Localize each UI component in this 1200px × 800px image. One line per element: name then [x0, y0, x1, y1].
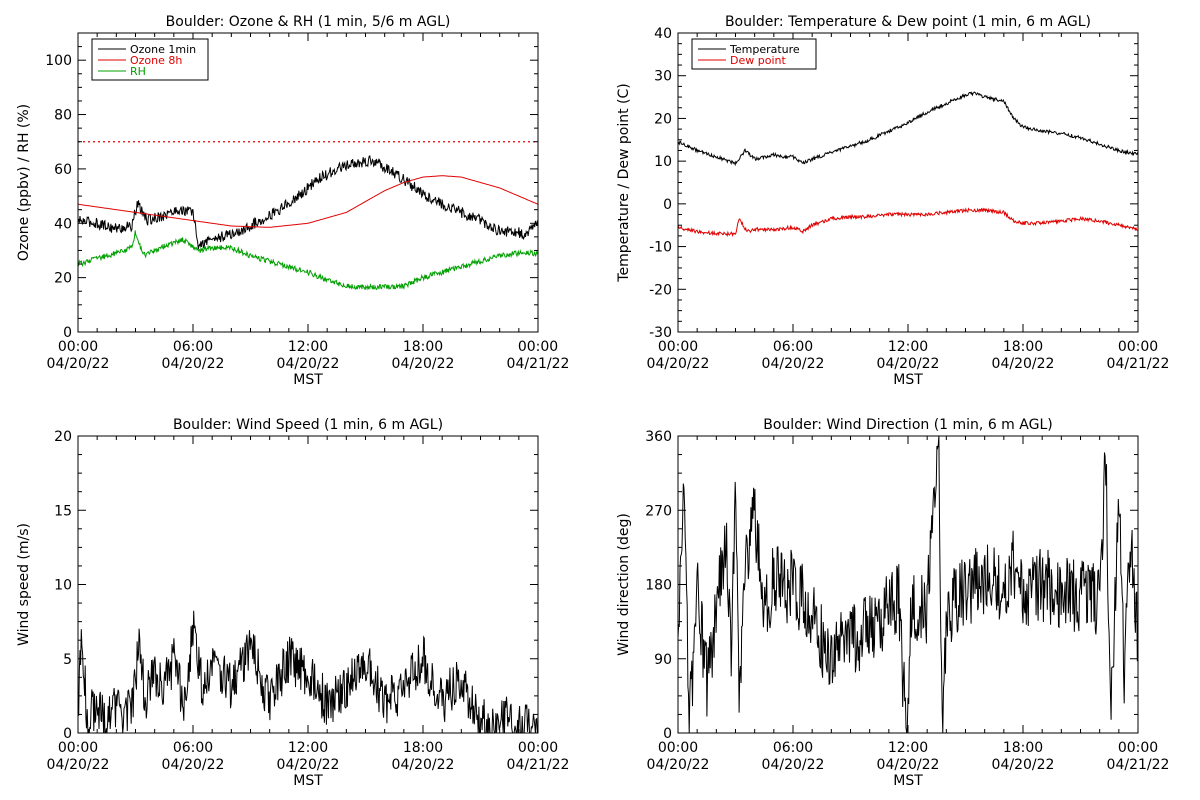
x-tick-label-time: 00:00 [518, 740, 558, 756]
x-tick-label-time: 06:00 [173, 339, 213, 355]
y-tick-label: 20 [654, 111, 672, 127]
y-axis-label: Wind speed (m/s) [16, 523, 32, 646]
chart-title: Boulder: Wind Speed (1 min, 6 m AGL) [173, 417, 443, 433]
legend-box [91, 38, 209, 81]
y-tick-label: 20 [54, 429, 72, 445]
y-tick-label: 0 [63, 726, 72, 742]
y-tick-label: 270 [645, 503, 672, 519]
x-tick-label-time: 18:00 [403, 339, 443, 355]
x-tick-label-date: 04/20/22 [877, 757, 940, 773]
x-tick-label-date: 04/20/22 [392, 356, 455, 372]
series-line-temperature [678, 91, 1138, 167]
x-tick-label-time: 00:00 [1118, 339, 1158, 355]
y-tick-label: 40 [54, 216, 72, 232]
x-tick-label-time: 00:00 [1118, 740, 1158, 756]
x-tick-label-date: 04/20/22 [647, 356, 710, 372]
x-tick-label-time: 00:00 [518, 339, 558, 355]
y-tick-label: -30 [649, 325, 672, 341]
x-tick-label-time: 18:00 [1003, 339, 1043, 355]
x-tick-label-time: 06:00 [173, 740, 213, 756]
y-tick-label: 10 [54, 578, 72, 594]
x-tick-label-time: 00:00 [58, 740, 98, 756]
x-tick-label-date: 04/20/22 [762, 356, 825, 372]
series-line-ozone-1min [78, 155, 538, 250]
y-tick-label: 0 [663, 726, 672, 742]
legend-label: RH [130, 65, 146, 78]
x-tick-label-date: 04/20/22 [992, 757, 1055, 773]
y-tick-label: 15 [54, 503, 72, 519]
x-tick-label-date: 04/20/22 [162, 757, 225, 773]
series-line-rh [78, 230, 538, 291]
x-tick-label-date: 04/21/22 [1107, 356, 1170, 372]
chart-title: Boulder: Wind Direction (1 min, 6 m AGL) [763, 417, 1052, 433]
x-tick-label-time: 18:00 [1003, 740, 1043, 756]
legend-label: Dew point [730, 54, 786, 67]
x-tick-label-time: 12:00 [288, 339, 328, 355]
legend-label: Temperature [729, 43, 800, 56]
y-tick-label: 180 [645, 578, 672, 594]
x-tick-label-time: 00:00 [658, 740, 698, 756]
x-axis-label: MST [893, 372, 923, 388]
x-tick-label-date: 04/20/22 [47, 356, 110, 372]
y-axis-label: Temperature / Dew point (C) [616, 83, 632, 282]
temperature-dewpoint-panel: Boulder: Temperature & Dew point (1 min,… [616, 14, 1169, 388]
x-tick-label-date: 04/20/22 [762, 757, 825, 773]
x-tick-label-date: 04/20/22 [392, 757, 455, 773]
chart-title: Boulder: Temperature & Dew point (1 min,… [725, 14, 1091, 30]
y-tick-label: 360 [645, 429, 672, 445]
y-tick-label: 0 [63, 325, 72, 341]
y-tick-label: 0 [663, 197, 672, 213]
y-tick-label: -20 [649, 282, 672, 298]
x-tick-label-time: 12:00 [888, 339, 928, 355]
series-line-data [678, 436, 1138, 733]
y-tick-label: 90 [654, 652, 672, 668]
wind-speed-panel: Boulder: Wind Speed (1 min, 6 m AGL) 0 5 10… [16, 417, 569, 789]
plot-frame [77, 435, 539, 734]
x-axis-label: MST [293, 773, 323, 789]
x-axis-label: MST [893, 773, 923, 789]
y-tick-label: 40 [654, 26, 672, 42]
x-tick-label-date: 04/21/22 [507, 757, 570, 773]
legend-label: Ozone 8h [130, 54, 182, 67]
y-tick-label: 10 [654, 154, 672, 170]
x-tick-label-time: 06:00 [773, 339, 813, 355]
legend-label: Ozone 1min [130, 43, 196, 56]
y-tick-label: 20 [54, 271, 72, 287]
x-tick-label-time: 00:00 [658, 339, 698, 355]
x-tick-label-date: 04/20/22 [162, 356, 225, 372]
x-tick-label-date: 04/21/22 [1107, 757, 1170, 773]
x-tick-label-time: 18:00 [403, 740, 443, 756]
x-tick-label-date: 04/20/22 [877, 356, 940, 372]
series-line-ozone-8h [78, 175, 538, 228]
x-tick-label-time: 06:00 [773, 740, 813, 756]
x-tick-label-date: 04/20/22 [992, 356, 1055, 372]
y-tick-label: 5 [63, 652, 72, 668]
x-tick-label-date: 04/20/22 [277, 757, 340, 773]
legend-box [691, 38, 817, 70]
y-tick-label: -10 [649, 240, 672, 256]
y-axis-label: Wind direction (deg) [616, 513, 632, 656]
x-tick-label-date: 04/20/22 [647, 757, 710, 773]
y-tick-label: 60 [54, 162, 72, 178]
y-tick-label: 100 [45, 53, 72, 69]
y-tick-label: 30 [654, 69, 672, 85]
x-tick-label-date: 04/20/22 [277, 356, 340, 372]
x-tick-label-date: 04/21/22 [507, 356, 570, 372]
x-axis-label: MST [293, 372, 323, 388]
y-tick-label: 80 [54, 108, 72, 124]
x-tick-label-time: 12:00 [288, 740, 328, 756]
x-tick-label-time: 12:00 [888, 740, 928, 756]
x-tick-label-date: 04/20/22 [47, 757, 110, 773]
ozone-rh-panel: Boulder: Ozone & RH (1 min, 5/6 m AGL) 0 2… [16, 14, 569, 388]
chart-title: Boulder: Ozone & RH (1 min, 5/6 m AGL) [166, 14, 451, 30]
series-line-dew-point [678, 207, 1138, 238]
series-line-data [78, 610, 538, 733]
x-tick-label-time: 00:00 [58, 339, 98, 355]
plot-frame [677, 32, 1139, 333]
y-axis-label: Ozone (ppbv) / RH (%) [16, 104, 32, 261]
wind-direction-panel: Boulder: Wind Direction (1 min, 6 m AGL)… [616, 417, 1169, 789]
